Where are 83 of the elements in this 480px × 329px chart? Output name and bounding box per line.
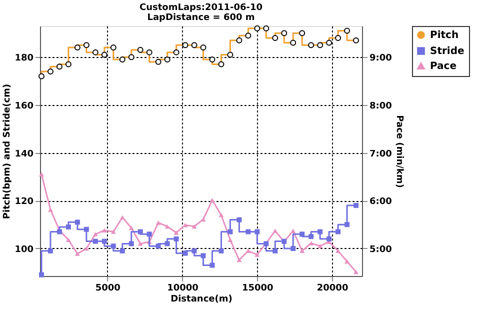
point (254, 229, 260, 234)
point (164, 241, 170, 246)
y-tick-label: 100 (14, 244, 34, 255)
x-axis-title: Distance(m) (170, 294, 232, 304)
point (300, 248, 305, 254)
y2-tick-label: 8:00 (370, 101, 392, 112)
point (210, 262, 215, 268)
point (74, 220, 80, 225)
point (236, 217, 242, 222)
chart-subtitle: LapDistance = 600 m (147, 12, 255, 23)
point (354, 202, 359, 208)
point (174, 230, 179, 235)
point (128, 241, 134, 246)
point (272, 228, 278, 233)
point (218, 212, 224, 218)
point (84, 246, 89, 251)
legend-label: Pace (430, 61, 457, 72)
point (92, 232, 98, 236)
point (74, 252, 80, 256)
y-axis-title: Pitch(bpm) and Stride(cm) (2, 84, 13, 220)
point (39, 272, 44, 278)
point (92, 238, 98, 244)
legend-label: Pitch (430, 30, 459, 41)
point (308, 234, 314, 240)
point (48, 208, 53, 212)
point (272, 248, 278, 254)
point (336, 248, 341, 254)
point (246, 229, 251, 234)
point (344, 259, 350, 264)
point (200, 253, 206, 258)
point (138, 242, 143, 246)
point (326, 236, 332, 242)
point (156, 220, 161, 225)
point (84, 226, 89, 232)
point (66, 238, 71, 242)
point (48, 248, 53, 254)
point (128, 226, 134, 230)
point (218, 248, 224, 254)
x-tick-label: 20000 (316, 284, 348, 294)
point (290, 246, 296, 251)
x-tick-label: 10000 (167, 284, 198, 294)
point (290, 228, 296, 233)
point (192, 224, 197, 229)
point (254, 252, 260, 257)
point (138, 229, 143, 234)
x-tick-label: 15000 (242, 284, 274, 294)
point (210, 198, 215, 202)
legend-label: Stride (430, 46, 464, 57)
point (300, 232, 305, 237)
y-tick-label: 140 (14, 149, 34, 160)
point (236, 258, 242, 262)
y2-tick-label: 7:00 (370, 149, 392, 160)
point (318, 244, 323, 248)
point (228, 229, 233, 234)
point (110, 230, 116, 234)
x-tick-label: 5000 (95, 284, 120, 294)
y2-tick-label: 6:00 (370, 197, 392, 208)
point (120, 215, 125, 220)
point (318, 229, 323, 234)
point (354, 270, 359, 274)
point (156, 244, 161, 249)
point (344, 222, 350, 228)
point (102, 238, 107, 244)
point (336, 229, 341, 234)
point (182, 250, 188, 256)
y-tick-label: 120 (14, 197, 34, 208)
point (146, 232, 152, 237)
chart-title: CustomLaps:2011-06-10 (139, 2, 263, 13)
point (164, 224, 170, 229)
point (246, 248, 251, 254)
point (174, 236, 179, 242)
point (39, 172, 44, 176)
point (120, 248, 125, 254)
point (102, 228, 107, 232)
point (110, 244, 116, 249)
y-tick-label: 180 (14, 54, 34, 64)
y2-tick-label: 5:00 (370, 244, 392, 255)
point (66, 224, 71, 230)
y2-axis-title: Pace (min/km) (394, 115, 404, 188)
y-tick-label: 160 (14, 101, 34, 112)
point (228, 238, 233, 242)
point (192, 248, 197, 254)
y2-tick-label: 9:00 (370, 54, 392, 64)
